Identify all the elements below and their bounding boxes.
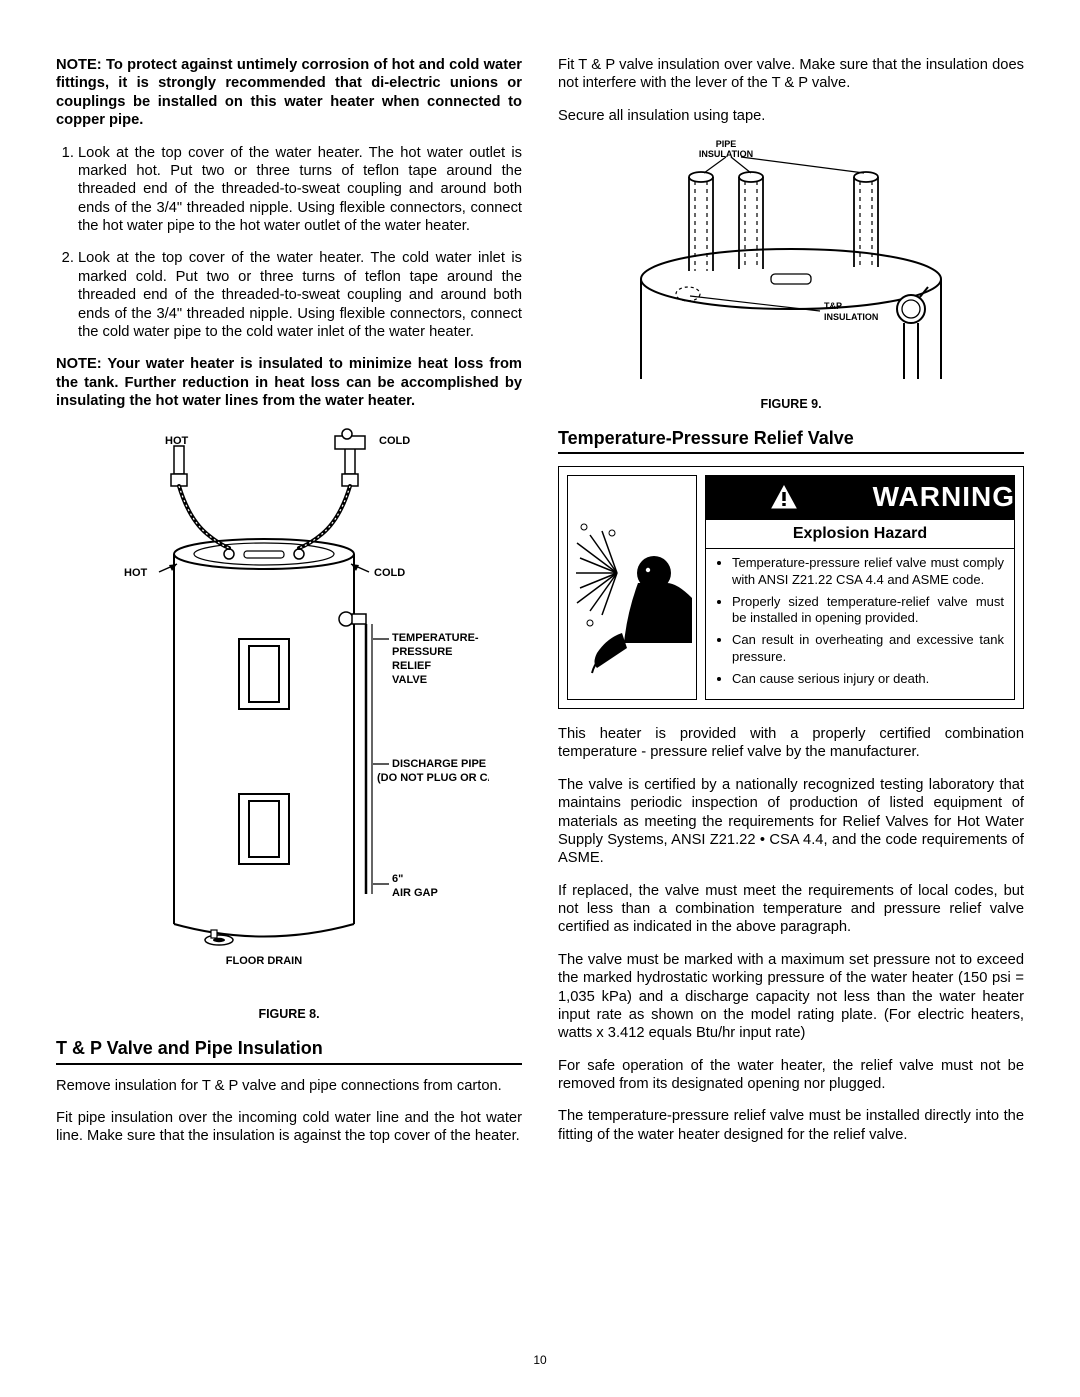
right-p1: Fit T & P valve insulation over valve. M… bbox=[558, 56, 1024, 93]
fig9-label-pipe2: INSULATION bbox=[699, 149, 753, 159]
warn-bullet-4: Can cause serious injury or death. bbox=[732, 671, 1004, 687]
fig8-label-disch2: (DO NOT PLUG OR CAP) bbox=[377, 772, 489, 784]
fig8-label-disch1: DISCHARGE PIPE bbox=[392, 758, 486, 770]
page: NOTE: To protect against untimely corros… bbox=[0, 0, 1080, 1397]
figure-9-caption: FIGURE 9. bbox=[558, 397, 1024, 413]
fig8-label-airgap2: AIR GAP bbox=[392, 887, 438, 899]
fig8-label-cold-top: COLD bbox=[379, 435, 410, 447]
note-corrosion: NOTE: To protect against untimely corros… bbox=[56, 56, 522, 130]
warn-bullet-3: Can result in overheating and excessive … bbox=[732, 632, 1004, 665]
step-1: Look at the top cover of the water heate… bbox=[78, 144, 522, 236]
fig8-label-tprv3: RELIEF bbox=[392, 660, 431, 672]
right-p8: The temperature-pressure relief valve mu… bbox=[558, 1107, 1024, 1144]
right-p6: The valve must be marked with a maximum … bbox=[558, 951, 1024, 1043]
figure-8: HOT COLD HOT COLD TEMPERATURE- PRESSURE … bbox=[56, 424, 522, 1023]
section-tprv: Temperature-Pressure Relief Valve bbox=[558, 427, 1024, 455]
right-column: Fit T & P valve insulation over valve. M… bbox=[558, 56, 1024, 1341]
warn-bullet-2: Properly sized temperature-relief valve … bbox=[732, 594, 1004, 627]
right-p5: If replaced, the valve must meet the req… bbox=[558, 882, 1024, 937]
two-column-layout: NOTE: To protect against untimely corros… bbox=[56, 56, 1024, 1341]
section-tp-valve-insulation: T & P Valve and Pipe Insulation bbox=[56, 1037, 522, 1065]
fig9-label-tp1: T&P bbox=[824, 301, 842, 311]
right-p2: Secure all insulation using tape. bbox=[558, 107, 1024, 125]
install-steps: Look at the top cover of the water heate… bbox=[56, 144, 522, 342]
page-number: 10 bbox=[56, 1353, 1024, 1367]
figure-9: PIPE INSULATION T&P INSULATION FIGURE 9. bbox=[558, 139, 1024, 413]
fig8-label-hot-side: HOT bbox=[124, 567, 148, 579]
note-insulation: NOTE: Your water heater is insulated to … bbox=[56, 355, 522, 410]
fig8-label-tprv1: TEMPERATURE- bbox=[392, 632, 479, 644]
left-column: NOTE: To protect against untimely corros… bbox=[56, 56, 522, 1341]
warning-body: Temperature-pressure relief valve must c… bbox=[705, 549, 1015, 700]
fig9-label-tp2: INSULATION bbox=[824, 312, 878, 322]
fig8-label-tprv2: PRESSURE bbox=[392, 646, 453, 658]
warn-bullet-1: Temperature-pressure relief valve must c… bbox=[732, 555, 1004, 588]
warning-box: WARNING Explosion Hazard Temperature-pre… bbox=[558, 466, 1024, 709]
warning-title: WARNING bbox=[873, 479, 1015, 514]
fig8-label-tprv4: VALVE bbox=[392, 674, 427, 686]
left-p2: Fit pipe insulation over the incoming co… bbox=[56, 1109, 522, 1146]
warning-illustration bbox=[567, 475, 697, 700]
step-2: Look at the top cover of the water heate… bbox=[78, 249, 522, 341]
warning-subheader: Explosion Hazard bbox=[705, 520, 1015, 549]
fig8-label-airgap1: 6" bbox=[392, 873, 403, 885]
warning-header: WARNING bbox=[705, 475, 1015, 520]
fig8-label-cold-side: COLD bbox=[374, 567, 405, 579]
right-p4: The valve is certified by a nationally r… bbox=[558, 776, 1024, 868]
fig8-label-drain: FLOOR DRAIN bbox=[226, 955, 302, 967]
warning-icon bbox=[771, 485, 797, 509]
right-p7: For safe operation of the water heater, … bbox=[558, 1057, 1024, 1094]
fig9-label-pipe1: PIPE bbox=[716, 139, 737, 149]
right-p3: This heater is provided with a properly … bbox=[558, 725, 1024, 762]
figure-8-svg: HOT COLD HOT COLD TEMPERATURE- PRESSURE … bbox=[89, 424, 489, 999]
fig8-label-hot-top: HOT bbox=[165, 435, 189, 447]
figure-9-svg: PIPE INSULATION T&P INSULATION bbox=[576, 139, 1006, 389]
figure-8-caption: FIGURE 8. bbox=[56, 1007, 522, 1023]
left-p1: Remove insulation for T & P valve and pi… bbox=[56, 1077, 522, 1095]
warning-content: WARNING Explosion Hazard Temperature-pre… bbox=[705, 475, 1015, 700]
